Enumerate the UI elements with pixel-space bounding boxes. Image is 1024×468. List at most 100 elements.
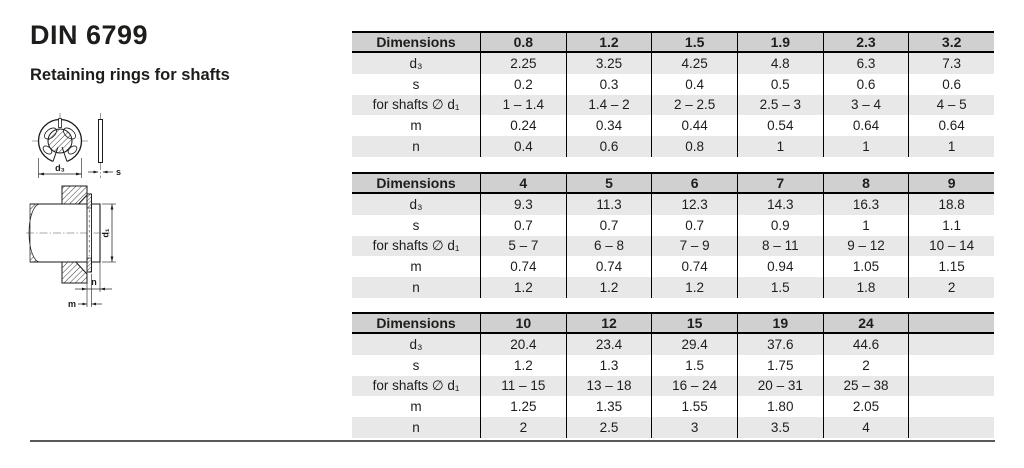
value-cell: 0.7 (651, 214, 737, 236)
value-cell: 10 – 14 (908, 235, 994, 257)
value-cell: 12.3 (651, 194, 737, 215)
value-cell: 1.1 (908, 214, 994, 236)
value-cell (908, 375, 994, 397)
size-header-cell: 19 (736, 312, 823, 334)
value-cell: 4.8 (736, 53, 823, 74)
value-cell: 2.5 – 3 (736, 94, 823, 116)
size-header-cell: 10 (480, 312, 566, 334)
label-d3: d₃ (55, 163, 65, 173)
value-cell: 6.3 (822, 53, 909, 74)
value-cell: 2.05 (822, 396, 909, 418)
shaft-section-view: d₁ n m (26, 185, 116, 309)
value-cell: 0.74 (565, 256, 652, 278)
value-cell: 0.8 (651, 136, 737, 157)
value-cell: 3 – 4 (822, 94, 909, 116)
value-cell: 2 (908, 277, 994, 298)
size-header-cell: 0.8 (480, 31, 566, 53)
doc-subtitle: Retaining rings for shafts (30, 66, 230, 84)
value-cell: 1.05 (822, 256, 909, 278)
value-cell: 1 (736, 136, 823, 157)
row-label-cell: s (352, 73, 480, 95)
value-cell: 0.34 (565, 115, 652, 137)
value-cell: 0.9 (736, 214, 823, 236)
value-cell: 1.2 (565, 277, 652, 298)
value-cell: 8 – 11 (736, 235, 823, 257)
value-cell: 11 – 15 (480, 375, 566, 397)
dimension-d1: d₁ (101, 203, 116, 263)
value-cell: 0.44 (651, 115, 737, 137)
value-cell: 0.64 (908, 115, 994, 137)
row-label-cell: m (352, 396, 480, 418)
value-cell: 3.5 (736, 417, 823, 438)
value-cell: 1.5 (651, 354, 737, 376)
value-cell: 4 (822, 417, 909, 438)
value-cell: 7.3 (908, 53, 994, 74)
value-cell: 9 – 12 (822, 235, 909, 257)
size-header-cell: 9 (908, 172, 994, 194)
label-d1: d₁ (101, 228, 111, 237)
value-cell: 2 – 2.5 (651, 94, 737, 116)
dimensions-header-cell: Dimensions (352, 172, 480, 194)
label-m: m (68, 299, 76, 309)
row-label-cell: s (352, 214, 480, 236)
value-cell: 3.25 (565, 53, 652, 74)
value-cell: 0.6 (822, 73, 909, 95)
value-cell: 0.6 (908, 73, 994, 95)
value-cell: 1 (822, 136, 909, 157)
size-header-cell: 1.2 (565, 31, 652, 53)
value-cell: 1 – 1.4 (480, 94, 566, 116)
value-cell: 1.55 (651, 396, 737, 418)
value-cell: 44.6 (822, 334, 909, 355)
value-cell: 2.25 (480, 53, 566, 74)
value-cell: 0.5 (736, 73, 823, 95)
value-cell: 14.3 (736, 194, 823, 215)
dimension-m: m (68, 274, 102, 309)
value-cell: 23.4 (565, 334, 652, 355)
value-cell: 0.3 (565, 73, 652, 95)
value-cell: 20 – 31 (736, 375, 823, 397)
row-label-cell: n (352, 417, 480, 438)
value-cell (908, 396, 994, 418)
value-cell: 7 – 9 (651, 235, 737, 257)
value-cell: 2 (480, 417, 566, 438)
value-cell: 0.4 (651, 73, 737, 95)
size-header-cell (908, 312, 994, 334)
row-label-cell: n (352, 277, 480, 298)
label-s: s (116, 167, 121, 177)
size-header-cell: 7 (736, 172, 823, 194)
size-header-cell: 24 (822, 312, 909, 334)
size-header-cell: 3.2 (908, 31, 994, 53)
row-label-cell: m (352, 256, 480, 278)
dimensions-table-2: Dimensions 4 5 6 7 8 9 d₃ 9.3 11.3 12.3 14.3 16.3 18.… (352, 172, 994, 298)
dimension-n: n (75, 262, 112, 292)
size-header-cell: 1.9 (736, 31, 823, 53)
value-cell: 0.54 (736, 115, 823, 137)
value-cell: 4.25 (651, 53, 737, 74)
size-header-cell: 5 (565, 172, 652, 194)
ring-front-view: d₃ (32, 113, 88, 178)
size-header-cell: 15 (651, 312, 737, 334)
value-cell: 1.75 (736, 354, 823, 376)
row-label-cell: for shafts ∅ d₁ (352, 375, 480, 397)
value-cell: 20.4 (480, 334, 566, 355)
value-cell: 2.5 (565, 417, 652, 438)
dimension-d3: d₃ (38, 158, 82, 178)
retaining-ring-technical-drawing: d₃ s (26, 113, 121, 309)
value-cell: 0.6 (565, 136, 652, 157)
size-header-cell: 4 (480, 172, 566, 194)
row-label-cell: s (352, 354, 480, 376)
value-cell: 1.8 (822, 277, 909, 298)
value-cell: 25 – 38 (822, 375, 909, 397)
size-header-cell: 6 (651, 172, 737, 194)
bottom-rule (30, 440, 995, 442)
value-cell (908, 417, 994, 438)
value-cell: 1.80 (736, 396, 823, 418)
value-cell: 0.74 (480, 256, 566, 278)
dimensions-table-1: Dimensions 0.8 1.2 1.5 1.9 2.3 3.2 d₃ 2.25 3.25 4.… (352, 31, 994, 157)
size-header-cell: 12 (565, 312, 652, 334)
row-label-cell: d₃ (352, 53, 480, 74)
value-cell: 1.35 (565, 396, 652, 418)
value-cell: 0.94 (736, 256, 823, 278)
value-cell: 0.7 (565, 214, 652, 236)
